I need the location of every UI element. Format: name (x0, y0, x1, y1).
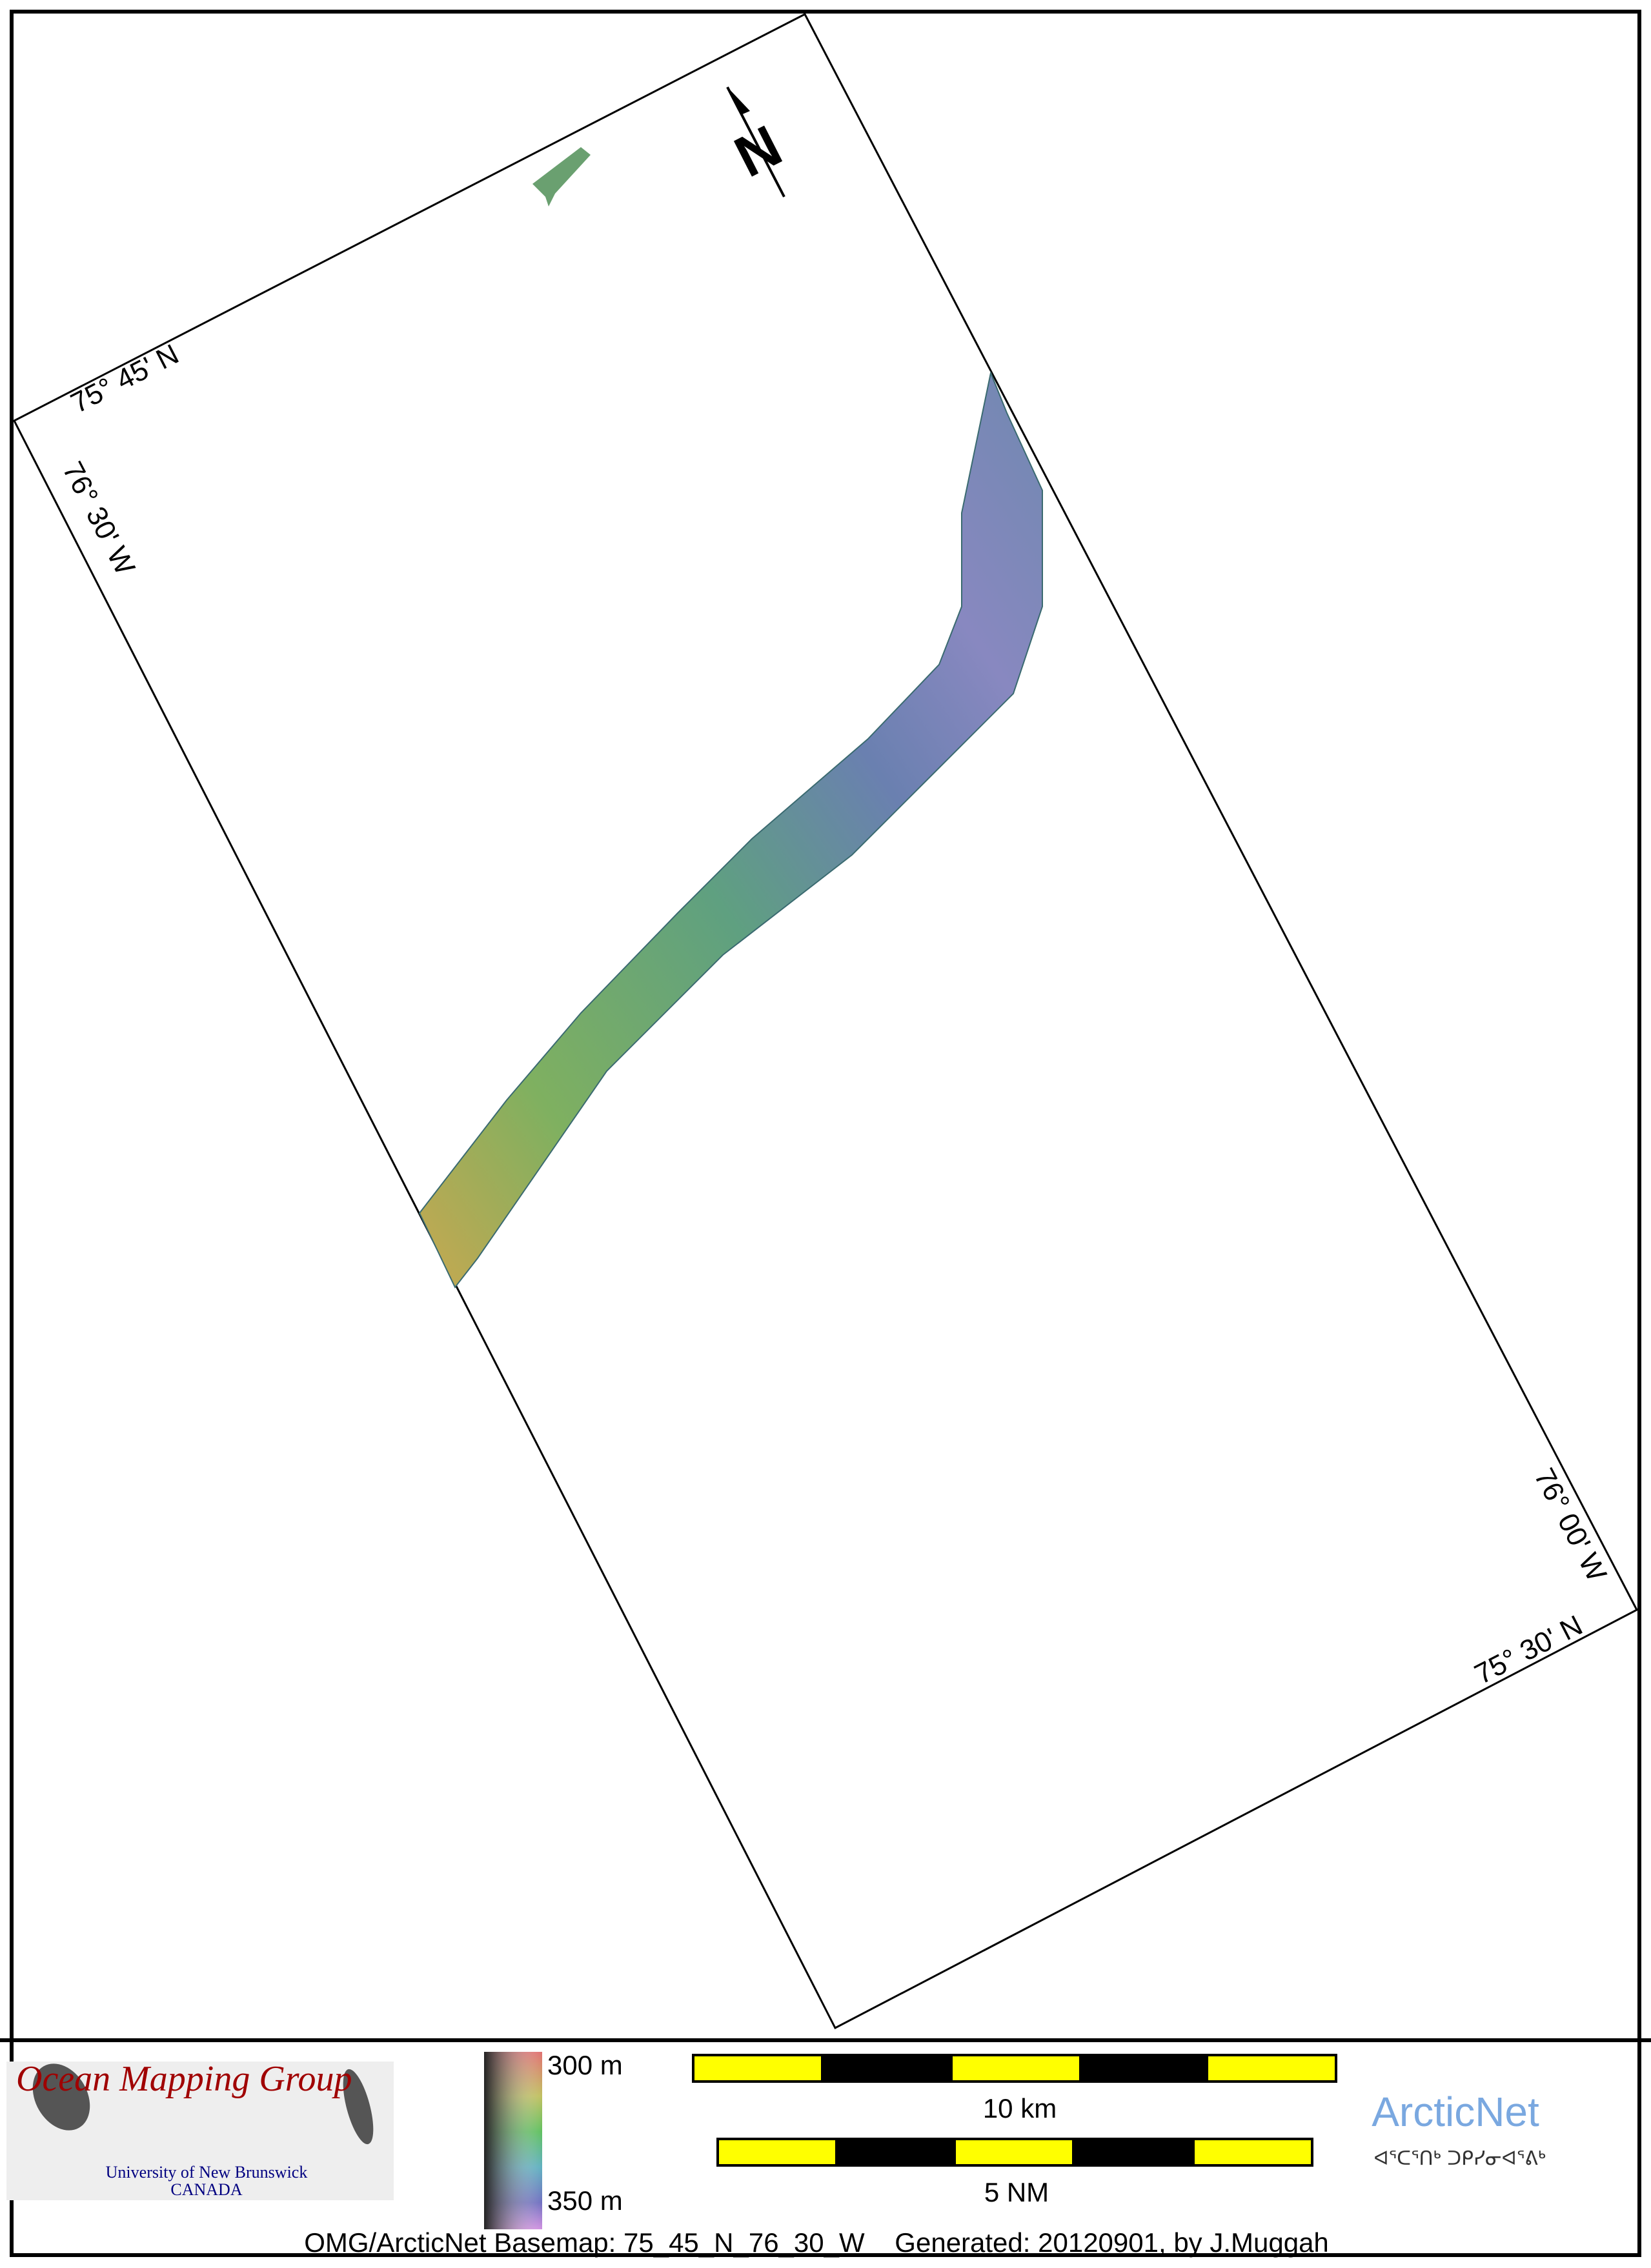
lat-label-top: 75° 45' N (66, 338, 184, 419)
scale-bar-nm: 5 NM (716, 2138, 1313, 2207)
arcticnet-name: ArcticNet (1372, 2089, 1539, 2135)
north-label: N (725, 114, 791, 190)
bathymetry-swath (418, 370, 1043, 1289)
scale-bar-km: 10 km (692, 2054, 1337, 2123)
depth-colorbar: 300 m 350 m (484, 2050, 623, 2229)
omg-title: Ocean Mapping Group (16, 2059, 352, 2099)
omg-logo: Ocean Mapping Group University of New Br… (6, 2059, 394, 2200)
scale-nm-label: 5 NM (984, 2177, 1049, 2207)
footer-caption: OMG/ArcticNet Basemap: 75_45_N_76_30_W G… (304, 2227, 1329, 2258)
omg-university: University of New Brunswick (106, 2163, 308, 2182)
colorbar-bottom-label: 350 m (547, 2185, 623, 2216)
map-frame (12, 12, 1639, 2030)
omg-country: CANADA (170, 2180, 242, 2199)
colorbar-top-label: 300 m (547, 2050, 623, 2080)
arcticnet-inuktitut: ᐊᕐᑕᕐᑎᒃ ᑐᑭᓯᓂᐊᕐᕕᒃ (1373, 2147, 1546, 2170)
arcticnet-logo: ArcticNet ᐊᕐᑕᕐᑎᒃ ᑐᑭᓯᓂᐊᕐᕕᒃ (1372, 2089, 1546, 2170)
lon-label-left: 76° 30' W (56, 457, 141, 580)
north-arrow-icon: N (725, 86, 792, 197)
lat-label-bottom: 75° 30' N (1470, 1609, 1588, 1691)
scale-km-label: 10 km (983, 2093, 1057, 2123)
map-border (10, 10, 1641, 2257)
bathymetry-swath-small (532, 147, 591, 206)
